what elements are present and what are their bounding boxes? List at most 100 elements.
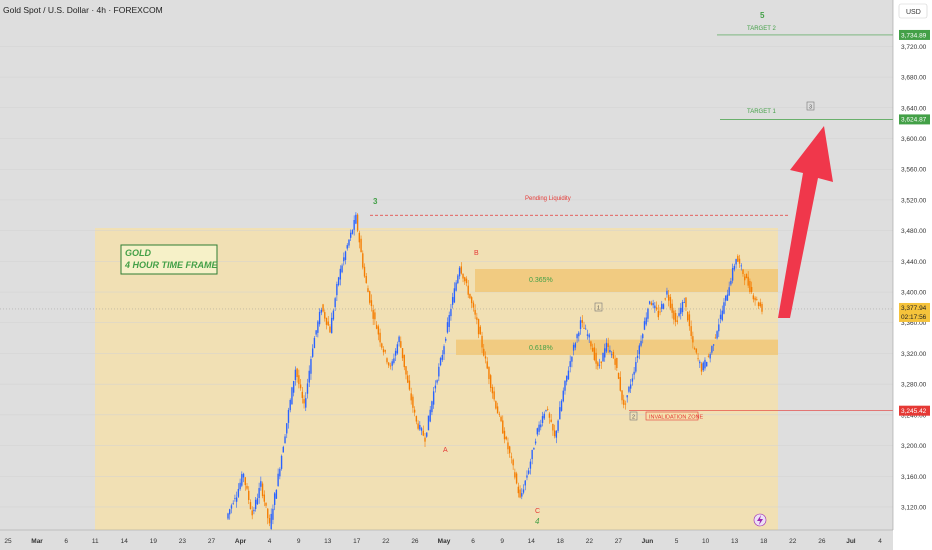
candle-body: [353, 220, 355, 230]
candle-body: [457, 275, 459, 284]
candle-body: [241, 474, 243, 486]
price-scale[interactable]: [893, 0, 932, 550]
candle-body: [476, 317, 478, 320]
candle-body: [320, 309, 323, 313]
candle-body: [348, 239, 350, 246]
candle-body: [306, 383, 309, 394]
candle-body: [706, 361, 708, 367]
candle-body: [512, 459, 514, 466]
candle-body: [374, 312, 376, 320]
candle-body: [303, 399, 305, 404]
symbol-title: Gold Spot / U.S. Dollar · 4h · FOREXCOM: [3, 5, 163, 15]
candle-body: [645, 317, 647, 325]
candle-body: [458, 267, 461, 277]
subwave-label-2: 2: [632, 415, 635, 421]
candle-body: [315, 330, 317, 335]
candle-body: [400, 341, 402, 348]
candle-body: [299, 384, 302, 389]
candle-body: [719, 314, 722, 319]
x-tick-label: 22: [789, 538, 797, 545]
candle-body: [591, 347, 594, 352]
candle-body: [676, 320, 679, 322]
candle-body: [415, 416, 418, 422]
candle-body: [398, 336, 400, 343]
candle-body: [747, 276, 749, 286]
y-tick-label: 3,160.00: [901, 474, 927, 481]
candle-body: [313, 337, 316, 349]
candle-body: [403, 354, 405, 368]
x-tick-label: 4: [268, 538, 272, 545]
candle-body: [369, 291, 371, 303]
candle-body: [600, 361, 602, 364]
candle-body: [531, 449, 533, 460]
time-axis[interactable]: [0, 530, 893, 550]
candle-body: [434, 385, 437, 389]
candle-body: [432, 391, 435, 405]
candle-body: [249, 502, 252, 510]
svg-text:3,734.89: 3,734.89: [901, 32, 927, 39]
candle-body: [291, 387, 293, 405]
candle-body: [562, 390, 564, 402]
y-tick-label: 3,240.00: [901, 412, 927, 419]
y-tick-label: 3,200.00: [901, 443, 927, 450]
candle-body: [391, 361, 393, 366]
candle-body: [547, 408, 549, 410]
candle-body: [552, 423, 554, 431]
candle-body: [232, 503, 234, 505]
candle-body: [394, 350, 397, 356]
target2-label: TARGET 2: [747, 26, 776, 32]
candle-body: [370, 300, 373, 307]
candle-body: [598, 364, 601, 366]
fib-zones: [456, 269, 778, 355]
lightning-icon[interactable]: [753, 513, 767, 527]
candle-body: [438, 366, 440, 377]
candle-body: [362, 253, 364, 268]
candle-body: [363, 266, 366, 277]
candle-body: [548, 413, 551, 418]
x-tick-label: 9: [297, 538, 301, 545]
candle-body: [610, 354, 613, 356]
candle-body: [282, 446, 284, 453]
candle-body: [635, 362, 637, 372]
candle-body: [318, 311, 321, 325]
candle-body: [417, 423, 419, 429]
x-tick-label: 14: [528, 538, 536, 545]
candle-body: [586, 334, 589, 336]
candle-body: [507, 442, 509, 450]
candle-body: [298, 375, 300, 385]
candle-body: [272, 508, 274, 520]
invalidation-price-tag: 3,245.42: [899, 405, 930, 416]
svg-text:3,245.42: 3,245.42: [901, 408, 927, 415]
candle-body: [730, 280, 732, 285]
candle-body: [343, 257, 345, 262]
candle-body: [662, 304, 665, 310]
candle-body: [707, 355, 710, 357]
candle-body: [294, 369, 297, 381]
subwave-label-3: 3: [809, 105, 812, 111]
candle-body: [372, 309, 374, 319]
candle-body: [441, 355, 443, 360]
candle-body: [514, 472, 516, 478]
y-tick-label: 3,360.00: [901, 320, 927, 327]
candle-body: [571, 356, 573, 362]
candle-body: [242, 473, 245, 478]
candle-body: [576, 334, 578, 339]
y-tick-label: 3,680.00: [901, 75, 927, 82]
target2-price-tag: 3,734.89: [899, 29, 930, 40]
candle-body: [445, 338, 447, 341]
candle-body: [631, 378, 634, 382]
candle-body: [752, 295, 755, 300]
candle-body: [396, 344, 399, 354]
x-tick-label: 23: [179, 538, 187, 545]
candle-body: [386, 358, 388, 363]
candle-body: [351, 229, 354, 234]
candle-body: [510, 456, 513, 458]
candle-body: [235, 497, 238, 502]
candle-body: [654, 305, 656, 309]
candle-body: [488, 367, 490, 380]
candle-body: [749, 281, 751, 293]
candle-body: [711, 346, 713, 353]
x-tick-label: 17: [353, 538, 361, 545]
currency-button[interactable]: [898, 3, 928, 19]
